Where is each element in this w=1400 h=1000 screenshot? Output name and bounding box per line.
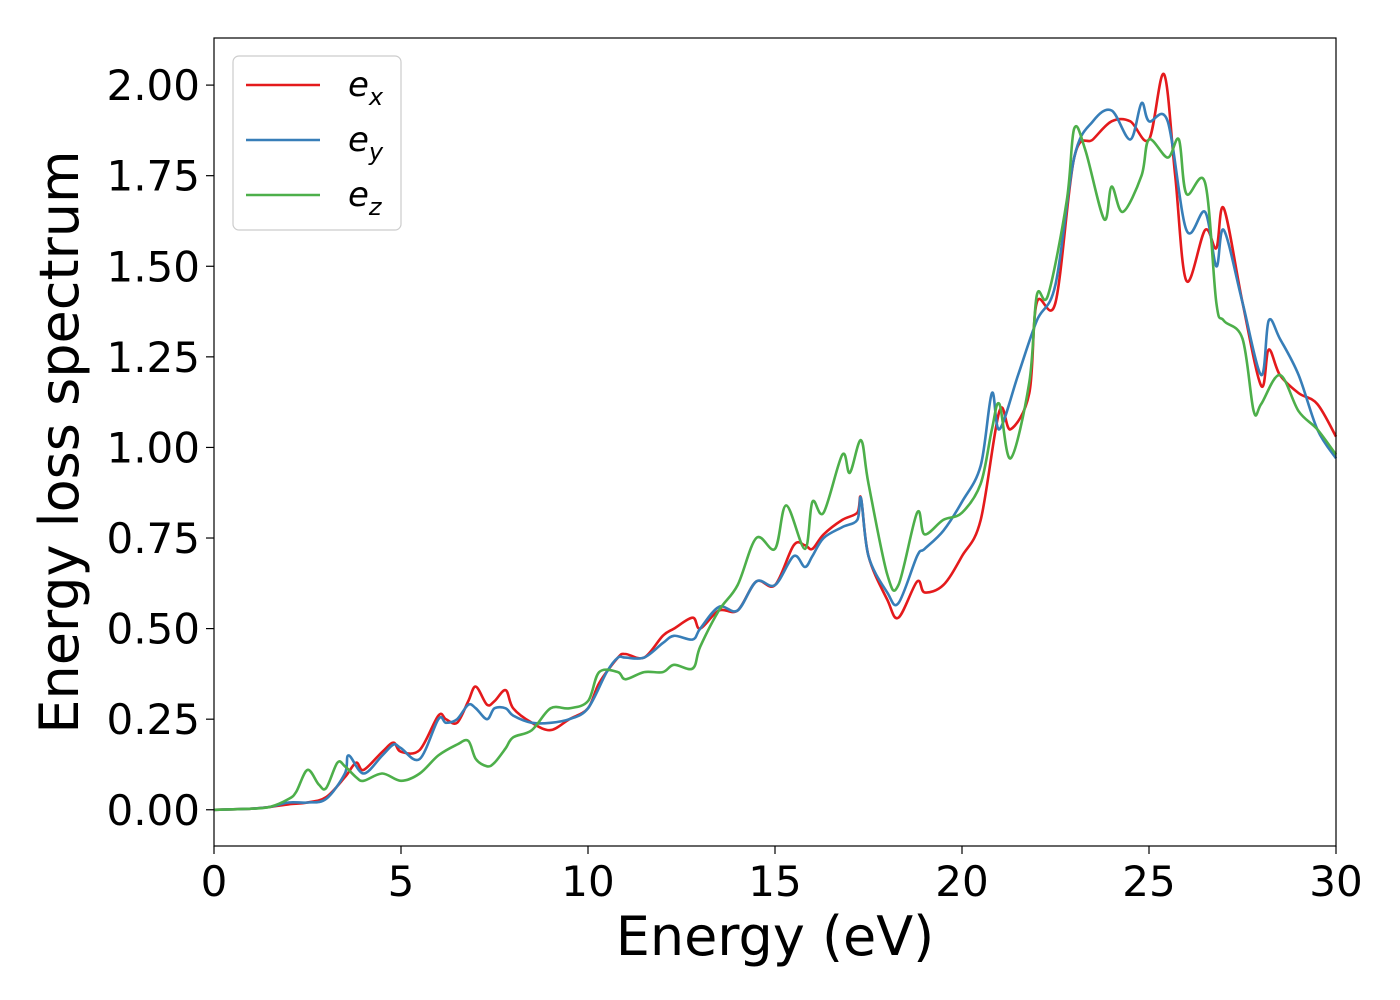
y-tick-label: 1.00: [106, 423, 200, 472]
y-tick-label: 1.50: [106, 242, 200, 291]
legend-label-ey: ey: [348, 120, 384, 166]
legend-label-subscript: y: [368, 138, 384, 166]
legend-box: [232, 55, 402, 231]
y-tick-label: 0.75: [106, 514, 200, 563]
y-tick-label: 0.00: [106, 786, 200, 835]
x-tick-label: 30: [1309, 857, 1362, 906]
x-axis-title: Energy (eV): [616, 905, 935, 968]
x-tick-label: 5: [388, 857, 415, 906]
x-tick-label: 25: [1122, 857, 1175, 906]
x-tick-label: 10: [561, 857, 614, 906]
legend-label-base: e: [348, 120, 369, 160]
x-tick-label: 15: [748, 857, 801, 906]
series-layer: [213, 72, 1338, 812]
legend-label-ez: ez: [348, 175, 383, 221]
legend-label-ex: ex: [348, 65, 384, 111]
y-axis: 0.00 0.25 0.50 0.75 1.00 1.25 1.50 1.75 2.00: [106, 61, 214, 835]
y-tick-label: 1.25: [106, 333, 200, 382]
series-line-ey: [213, 101, 1338, 812]
x-axis: 0 5 10 15 20 25 30: [201, 846, 1363, 906]
x-tick-label: 0: [201, 857, 228, 906]
y-tick-label: 2.00: [106, 61, 200, 110]
legend-label-subscript: x: [368, 83, 384, 111]
y-axis-title: Energy loss spectrum: [28, 150, 91, 733]
y-tick-label: 1.75: [106, 152, 200, 201]
legend-label-subscript: z: [368, 193, 383, 221]
legend-label-base: e: [348, 175, 369, 215]
y-tick-label: 0.50: [106, 605, 200, 654]
series-line-ez: [213, 124, 1338, 812]
x-tick-label: 20: [935, 857, 988, 906]
y-tick-label: 0.25: [106, 695, 200, 744]
legend-label-base: e: [348, 65, 369, 105]
